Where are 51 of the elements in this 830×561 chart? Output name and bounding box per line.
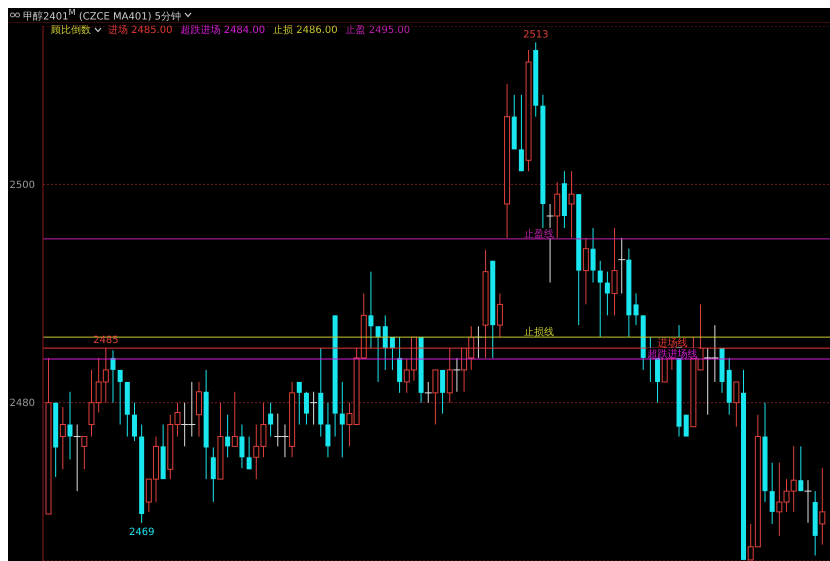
chart-title: 甲醇2401$^{M}$ (CZCE MA401) 5分钟 (23, 6, 182, 24)
chart-subtitle: 顾比倒数 (51, 25, 91, 36)
candlestick (376, 326, 381, 382)
candlestick (340, 381, 345, 458)
candlestick (568, 170, 575, 238)
candlestick (390, 336, 395, 370)
annotation: 2469 (129, 526, 154, 538)
candlestick (634, 293, 639, 326)
candlestick (132, 402, 137, 442)
candlestick (268, 402, 274, 438)
annotation: 进场 2485.00 (108, 25, 173, 36)
y-tick-label: 2500 (10, 180, 35, 191)
candlestick (819, 468, 826, 546)
candlestick (382, 314, 388, 370)
y-tick-label: 2480 (10, 398, 35, 410)
candlestick (368, 271, 374, 349)
candlestick (612, 227, 618, 316)
ref-line-label: 止损线 (524, 326, 554, 338)
candlestick (81, 436, 88, 470)
ref-line-label: 超跌进场线 (648, 348, 698, 360)
candlestick (733, 381, 740, 428)
candlestick (246, 436, 252, 470)
candlestick (798, 446, 804, 492)
candlestick (770, 462, 775, 524)
candlestick (296, 381, 302, 426)
candlestick (325, 402, 330, 458)
ref-line-label: 进场线 (658, 337, 688, 350)
candlestick (239, 424, 244, 469)
ref-line-label: 止盈线 (524, 228, 554, 240)
candlestick (684, 414, 689, 438)
candlestick (304, 391, 309, 426)
candlestick (196, 381, 202, 438)
candlestick (60, 406, 66, 470)
candlestick (440, 369, 446, 414)
annotation: 超跌进场 2484.00 (180, 25, 266, 36)
candlestick (432, 369, 438, 426)
candlestick (582, 237, 589, 305)
candlestick (604, 271, 610, 316)
candlestick (67, 391, 72, 460)
candlestick (225, 414, 230, 458)
candlestick (232, 391, 238, 447)
annotation: 2485 (93, 335, 119, 346)
candlestick (210, 446, 216, 503)
candlestick (518, 94, 524, 172)
annotation: 2513 (523, 29, 549, 40)
candlestick (598, 260, 603, 338)
candlestick (118, 369, 123, 426)
candlestick (110, 350, 116, 404)
candlestick (496, 293, 503, 338)
annotation: 止损 2486.00 (273, 25, 338, 36)
candlestick (590, 227, 596, 284)
